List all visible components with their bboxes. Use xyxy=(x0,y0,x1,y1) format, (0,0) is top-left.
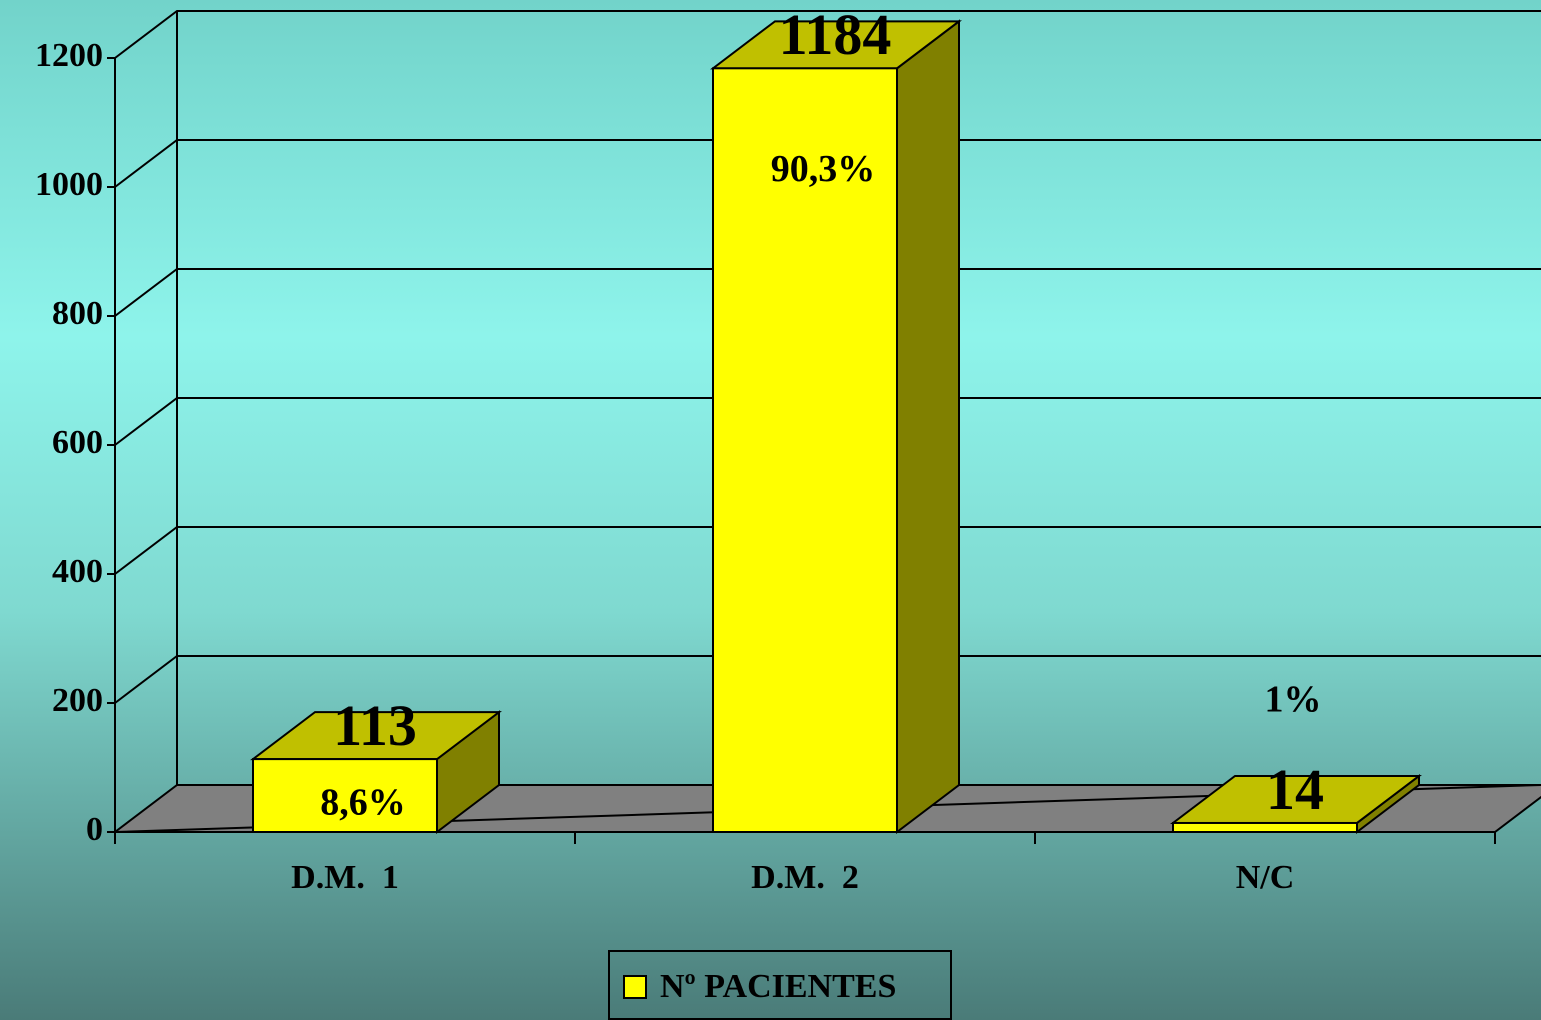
x-tick-label: N/C xyxy=(1236,859,1295,896)
value-label: 14 xyxy=(1266,757,1324,822)
percent-label: 1% xyxy=(1265,679,1322,721)
bar xyxy=(712,67,898,833)
value-label: 113 xyxy=(333,693,417,758)
value-label: 1184 xyxy=(779,2,892,67)
plot-area: 0 200 400 600 800 1000 1200 D.M. 1 113 8,6% D.M. 2… xyxy=(35,2,1541,896)
percent-label: 90,3% xyxy=(771,148,876,190)
percent-label: 8,6% xyxy=(320,782,406,824)
grid-line xyxy=(114,268,1541,317)
grid-line xyxy=(114,139,1541,188)
y-tick-label: 400 xyxy=(52,553,103,590)
legend-label: Nº PACIENTES xyxy=(660,968,896,1005)
legend: Nº PACIENTES xyxy=(623,968,896,1005)
x-tick-label: D.M. 1 xyxy=(291,859,399,896)
y-tick-label: 0 xyxy=(86,811,103,848)
y-tick-label: 1000 xyxy=(35,166,103,203)
y-tick-label: 1200 xyxy=(35,37,103,74)
legend-box xyxy=(608,950,952,1020)
grid-line xyxy=(114,526,1541,575)
grid-line xyxy=(114,397,1541,446)
grid-line xyxy=(114,10,1541,59)
x-tick-label: D.M. 2 xyxy=(751,859,859,896)
bar xyxy=(1172,821,1358,833)
y-tick-label: 600 xyxy=(52,424,103,461)
bar xyxy=(252,758,438,833)
y-tick-label: 200 xyxy=(52,682,103,719)
y-tick-label: 800 xyxy=(52,295,103,332)
legend-swatch xyxy=(623,975,647,999)
grid-line xyxy=(114,655,1541,704)
bar-side xyxy=(896,19,960,835)
